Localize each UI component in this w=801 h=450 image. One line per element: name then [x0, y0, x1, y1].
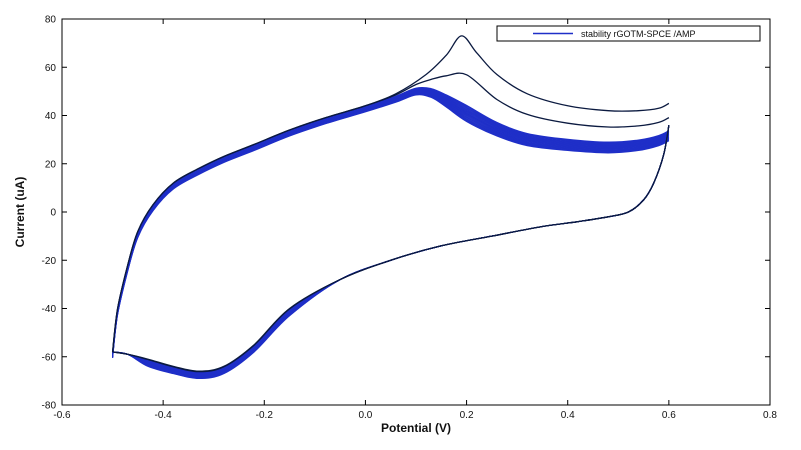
legend-box: [496, 25, 761, 42]
plot-area: [61, 18, 771, 406]
plot-frame: [61, 18, 771, 406]
cycle-anodic-line: [111, 35, 670, 352]
x-tick-label: -0.4: [155, 410, 173, 421]
y-tick-label: -60: [42, 352, 57, 363]
x-axis-title: Potential (V): [381, 421, 451, 435]
x-tick-label: 0.6: [662, 410, 676, 421]
x-tick-label: 0.2: [460, 410, 474, 421]
cycle-cathodic-line: [112, 125, 670, 372]
y-tick-label: 80: [45, 15, 57, 26]
y-tick-label: 40: [45, 111, 57, 122]
y-tick-label: -20: [42, 256, 57, 267]
y-tick-label: 0: [50, 208, 56, 219]
y-tick-label: 60: [45, 63, 57, 74]
x-tick-label: 0.0: [358, 410, 372, 421]
x-tick-label: -0.2: [256, 410, 274, 421]
y-tick-label: -40: [42, 304, 57, 315]
y-axis-title: Current (uA): [13, 177, 27, 248]
y-tick-label: 20: [45, 159, 57, 170]
y-tick-label: -80: [42, 401, 57, 412]
legend: stability rGOTM-SPCE /AMP: [496, 25, 761, 42]
x-tick-label: 0.8: [763, 410, 777, 421]
axis-ticks: -0.6 -0.4 -0.2 0.0 0.2 0.4 0.6 0.8 -80 -60 -40 -20 0…: [42, 15, 778, 422]
x-tick-label: 0.4: [561, 410, 575, 421]
series-layer: [111, 35, 670, 380]
legend-entry: stability rGOTM-SPCE /AMP: [581, 29, 696, 39]
x-tick-label: -0.6: [53, 410, 71, 421]
